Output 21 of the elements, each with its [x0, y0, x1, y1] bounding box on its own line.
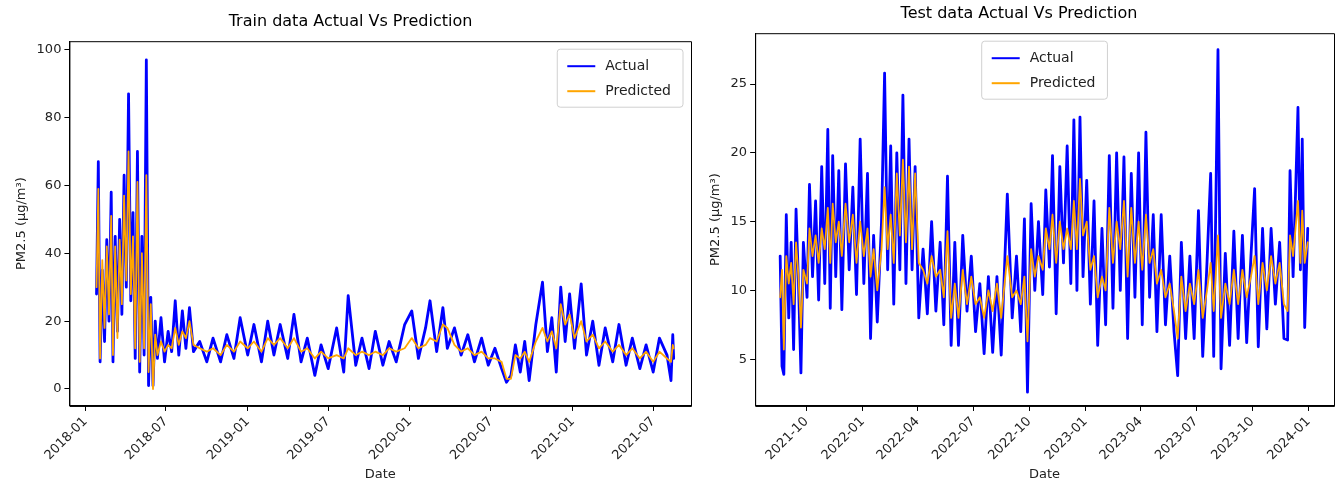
chart-title: Train data Actual Vs Prediction: [227, 10, 473, 30]
y-tick-label: 25: [730, 75, 748, 91]
y-tick-label: 20: [44, 312, 62, 328]
x-axis-title: Date: [364, 465, 396, 481]
y-tick-label: 60: [44, 176, 62, 192]
chart-title: Test data Actual Vs Prediction: [899, 2, 1138, 22]
y-axis-title: PM2.5 (μg/m³): [13, 177, 29, 270]
y-axis-title: PM2.5 (μg/m³): [707, 173, 723, 266]
legend-label: Actual: [1029, 48, 1074, 65]
legend-label: Actual: [605, 56, 650, 73]
y-tick-label: 80: [44, 108, 62, 124]
y-tick-label: 0: [53, 380, 62, 396]
x-axis-title: Date: [1029, 465, 1061, 481]
y-tick-label: 40: [44, 244, 62, 260]
y-tick-label: 15: [730, 213, 748, 229]
legend-label: Predicted: [605, 81, 672, 98]
y-tick-label: 10: [730, 281, 748, 297]
y-tick-label: 100: [36, 41, 62, 57]
y-tick-label: 20: [730, 144, 748, 160]
y-tick-label: 5: [738, 350, 748, 366]
legend-label: Predicted: [1029, 73, 1096, 90]
